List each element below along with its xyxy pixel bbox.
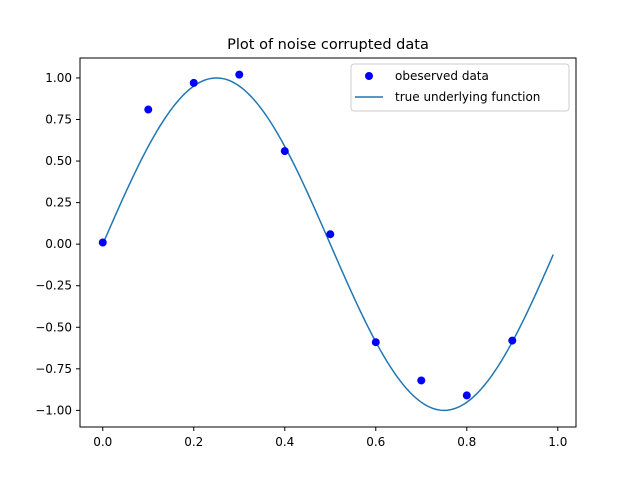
- axes: 0.0 0.2 0.4 0.6 0.8 1.0 1.00 0.75 0.50 0.25 0.00 −0…: [35, 57, 577, 449]
- x-tick-label: 0.8: [457, 435, 476, 449]
- y-tick-label: 1.00: [45, 71, 72, 85]
- data-point: [508, 336, 517, 345]
- legend-label-observed: obeserved data: [395, 69, 489, 83]
- x-tick-label: 0.6: [366, 435, 385, 449]
- y-tick-label: 0.25: [45, 196, 72, 210]
- data-point: [98, 238, 107, 247]
- data-point: [371, 338, 380, 347]
- y-tick-label: 0.50: [45, 154, 72, 168]
- data-point: [189, 78, 198, 87]
- chart-title: Plot of noise corrupted data: [227, 37, 429, 53]
- y-tick-label: −0.75: [35, 362, 72, 376]
- y-tick-label: 0.75: [45, 113, 72, 127]
- y-tick-label: 0.00: [45, 237, 72, 251]
- x-tick-label: 1.0: [548, 435, 567, 449]
- plot-area: [98, 70, 554, 412]
- data-point: [280, 147, 289, 156]
- x-tick-label: 0.0: [93, 435, 112, 449]
- y-tick-label: −1.00: [35, 403, 72, 417]
- data-point: [326, 230, 335, 239]
- x-tick-label: 0.4: [275, 435, 294, 449]
- y-tick-label: −0.50: [35, 320, 72, 334]
- legend-label-function: true underlying function: [395, 90, 540, 104]
- data-point: [462, 391, 471, 400]
- legend-marker-observed: [365, 72, 373, 80]
- plot-frame: [79, 57, 577, 428]
- x-tick-label: 0.2: [184, 435, 203, 449]
- data-point: [235, 70, 244, 79]
- legend-box: [350, 63, 570, 112]
- legend: obeserved data true underlying function: [350, 63, 570, 112]
- series-line-true-function: [102, 77, 554, 412]
- y-tick-label: −0.25: [35, 279, 72, 293]
- data-point: [417, 376, 426, 385]
- data-point: [144, 105, 153, 114]
